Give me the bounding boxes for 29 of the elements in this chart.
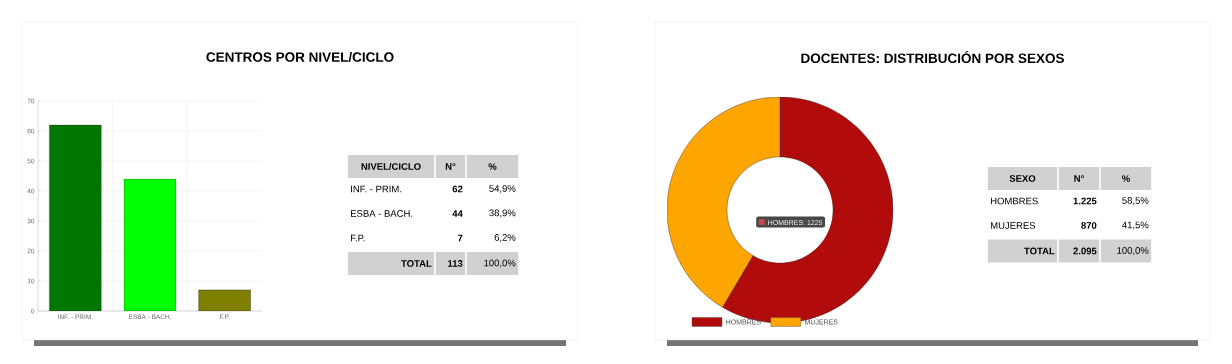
text: 870 [1081, 222, 1097, 229]
category-label: INF. - PRIM. [351, 185, 402, 193]
text: CENTROS POR NIVEL/CICLO [206, 51, 394, 63]
slice-label: HOMBRES [990, 197, 1038, 205]
text: % [488, 163, 497, 170]
text: 62 [452, 185, 463, 193]
text: 1.225 [1073, 197, 1097, 205]
text: 44 [452, 210, 463, 217]
text: 100,0% [1117, 247, 1149, 255]
text: 2.095 [1073, 247, 1097, 255]
text: 7 [457, 234, 463, 242]
text: TOTAL [401, 260, 432, 267]
category-label: ESBA - BACH. [351, 210, 413, 217]
category-label: MUJERES [990, 222, 1036, 229]
text: 41,5% [1122, 221, 1149, 230]
chart-title: DOCENTES: DISTRIBUCIÓN POR SEXOS [801, 50, 1064, 64]
text: TOTAL [1024, 247, 1055, 255]
text: 58,5% [1122, 197, 1149, 205]
text: 38,9% [489, 209, 516, 218]
text: NIVEL/CICLO [361, 162, 421, 171]
text: 113 [448, 260, 463, 267]
text: % [1122, 175, 1130, 182]
text: 54,9% [489, 185, 516, 193]
category-label: F.P. [351, 234, 365, 242]
text: 6,2% [494, 234, 516, 242]
text: SEXO [1009, 175, 1036, 182]
text: 100,0% [484, 259, 516, 268]
text: N° [445, 163, 456, 170]
text: N° [1074, 175, 1084, 182]
